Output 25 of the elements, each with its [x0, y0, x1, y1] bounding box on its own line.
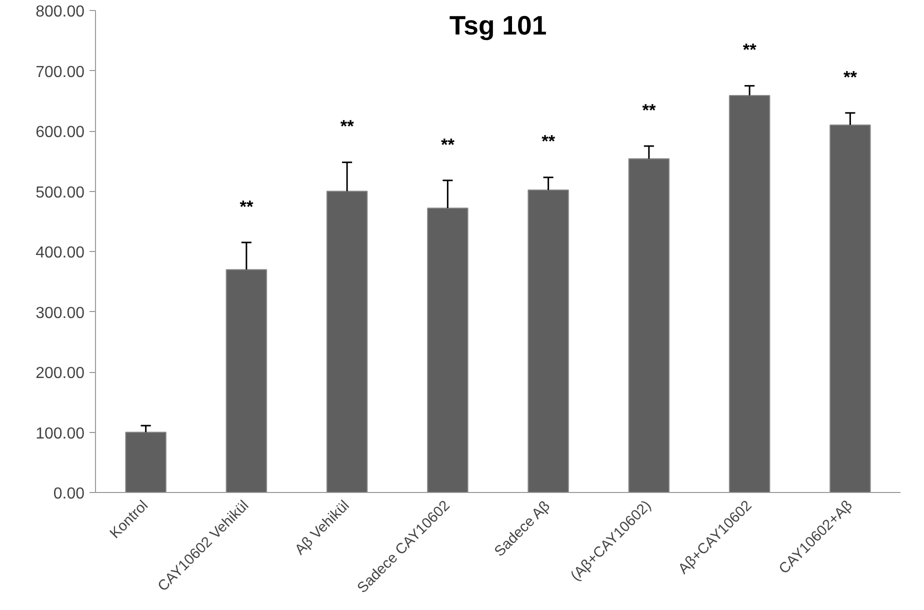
bar — [830, 124, 871, 492]
annotation: ** — [340, 116, 354, 136]
annotation: ** — [742, 40, 757, 60]
chart-title: Tsg 101 — [449, 10, 547, 40]
y-tick-label: 400.00 — [36, 244, 85, 262]
bar — [728, 94, 770, 492]
y-tick-label: 0.00 — [53, 486, 85, 502]
bar — [628, 158, 670, 492]
annotation: ** — [843, 66, 858, 87]
annotation: ** — [240, 196, 254, 216]
y-tick-label: 100.00 — [36, 425, 85, 442]
y-tick-label: 500.00 — [36, 184, 85, 202]
bar — [427, 208, 468, 492]
y-tick-label: 300.00 — [36, 304, 85, 322]
y-tick-label: 800.00 — [36, 4, 85, 20]
annotation: ** — [542, 131, 556, 152]
annotation: ** — [642, 100, 656, 120]
bar — [226, 269, 268, 492]
bar — [125, 432, 166, 492]
y-tick-label: 600.00 — [36, 124, 85, 141]
annotation: ** — [440, 134, 455, 154]
y-tick-label: 700.00 — [36, 64, 85, 81]
bar — [528, 190, 569, 492]
bar — [326, 190, 368, 492]
y-tick-label: 200.00 — [36, 365, 85, 382]
